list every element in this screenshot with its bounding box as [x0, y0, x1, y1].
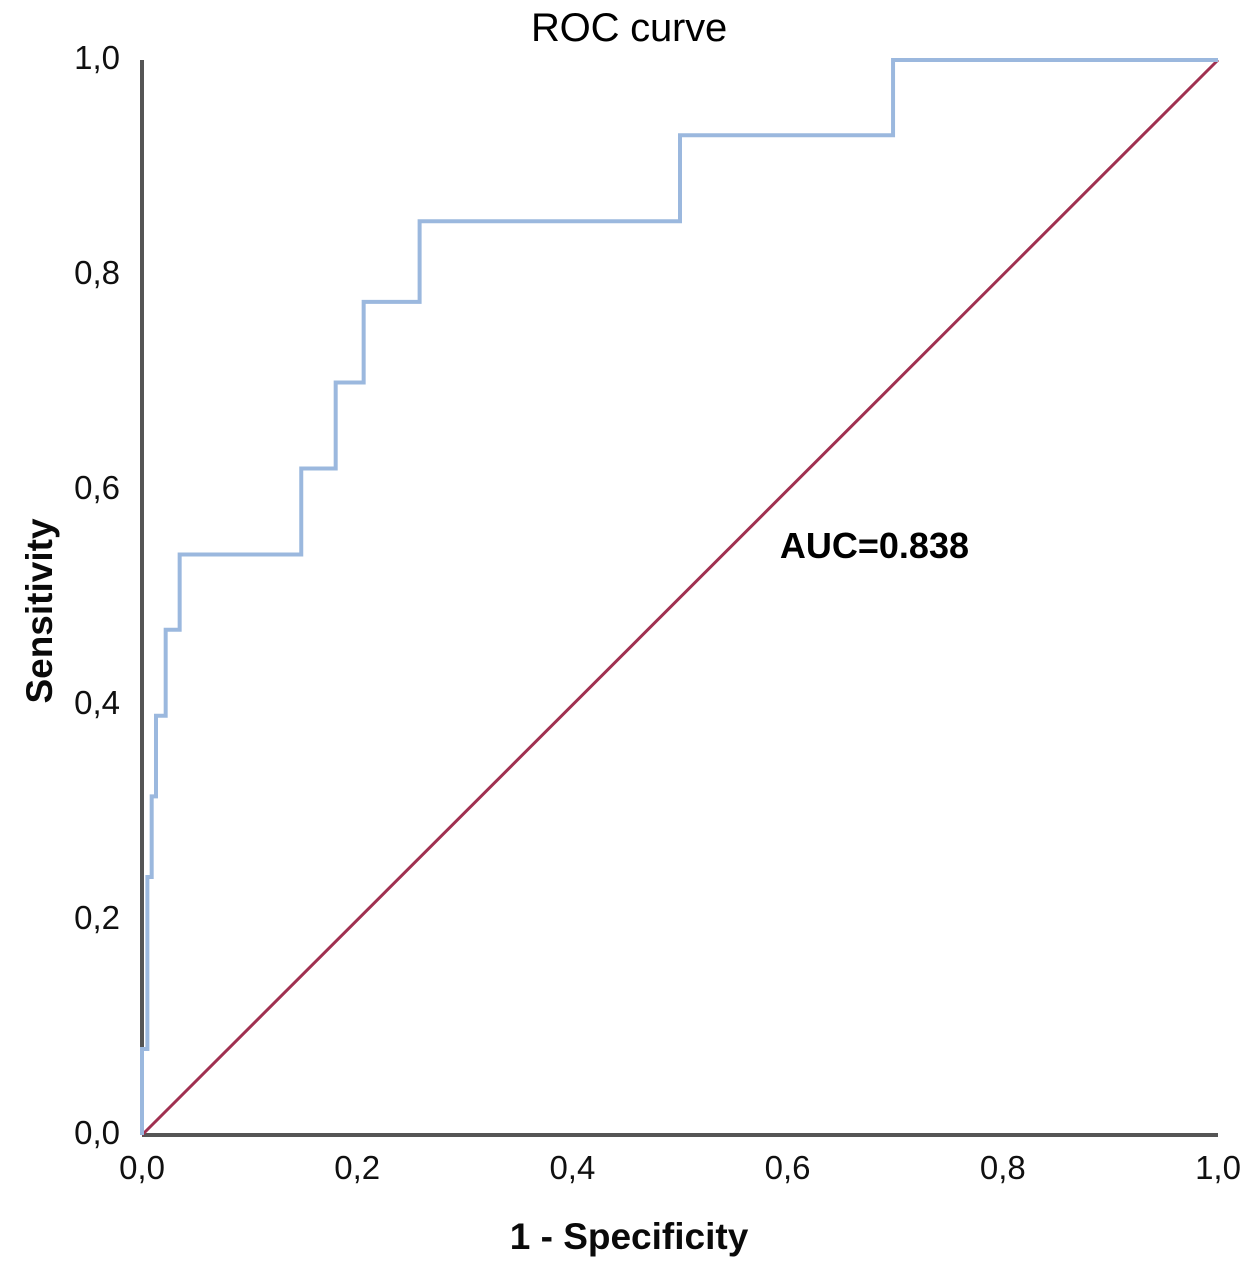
- x-tick-label: 0,4: [549, 1149, 596, 1186]
- x-tick-label: 0,8: [979, 1149, 1026, 1186]
- y-tick-label: 0,4: [74, 684, 120, 721]
- x-tick-label: 1,0: [1195, 1149, 1241, 1186]
- reference-diagonal-line: [140, 58, 1220, 1137]
- x-axis-title: 1 - Specificity: [509, 1216, 749, 1257]
- y-tick-label: 1,0: [74, 39, 120, 76]
- chart-title: ROC curve: [530, 6, 727, 50]
- x-tick-label: 0,6: [764, 1149, 811, 1186]
- axes-group: [140, 60, 1218, 1137]
- auc-annotation: AUC=0.838: [779, 525, 969, 567]
- x-tick-label: 0,0: [119, 1149, 165, 1186]
- y-tick-label: 0,8: [74, 254, 120, 291]
- series-group: [140, 58, 1220, 1137]
- y-tick-label: 0,6: [74, 469, 120, 506]
- y-tick-label: 0,0: [74, 1114, 120, 1151]
- y-tick-label: 0,2: [74, 899, 120, 936]
- x-tick-label: 0,2: [334, 1149, 381, 1186]
- roc-curve-line: [140, 58, 1218, 1135]
